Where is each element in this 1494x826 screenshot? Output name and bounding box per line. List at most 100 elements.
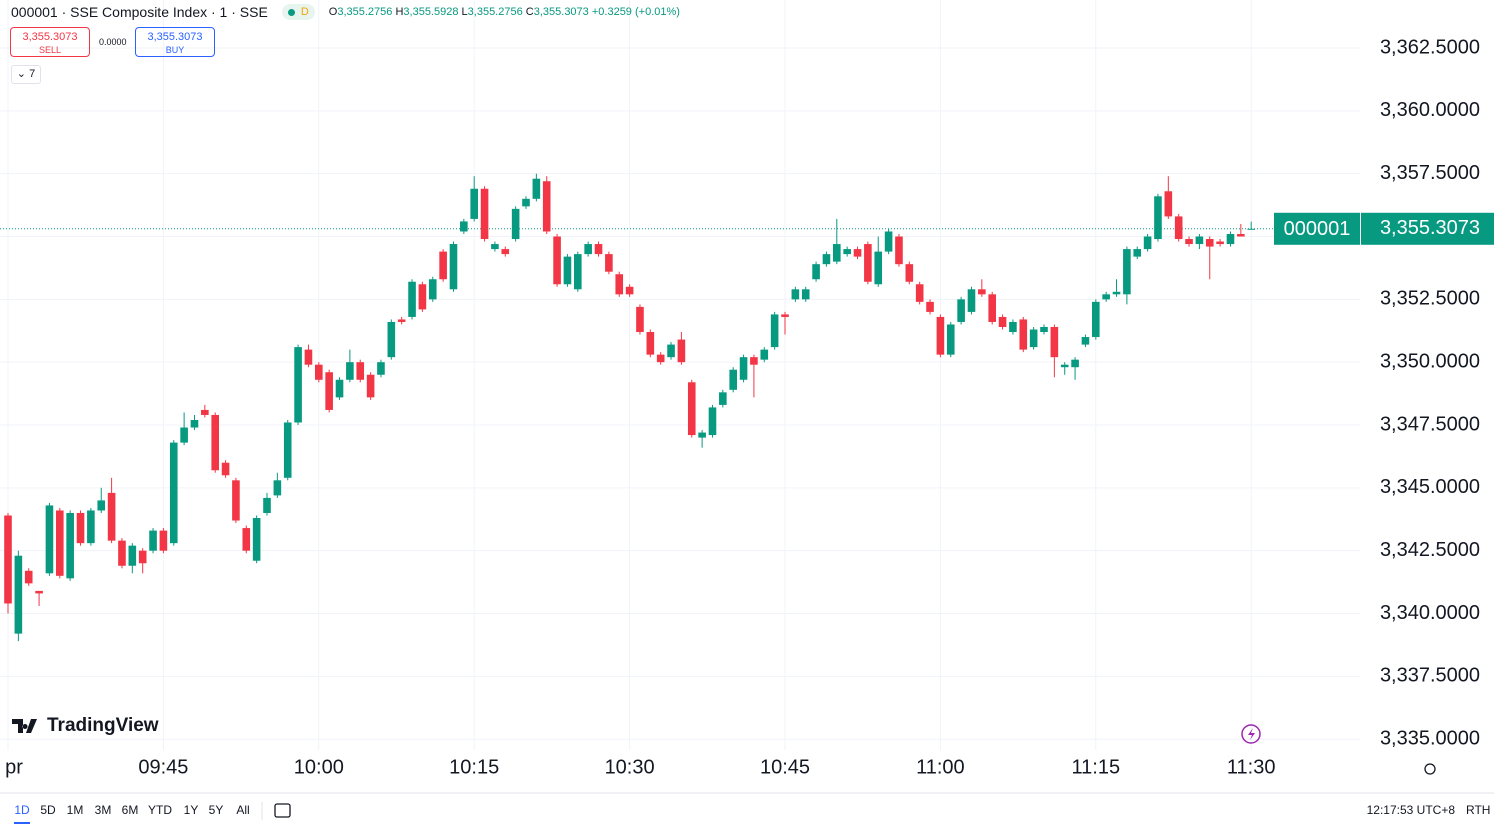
candle-body — [1081, 337, 1090, 345]
candle-body — [1060, 364, 1069, 368]
ohlc-value: 3,355.2756 — [337, 6, 393, 18]
candle-body — [625, 286, 634, 295]
y-tick-label: 3,350.0000 — [1380, 350, 1480, 372]
candle-body — [470, 188, 478, 219]
candle-body — [936, 316, 945, 355]
range-button[interactable]: YTD — [148, 803, 172, 817]
x-tick-label: 10:45 — [760, 756, 810, 778]
candle-body — [698, 432, 706, 438]
candle-body — [45, 505, 54, 574]
candle-body — [532, 178, 541, 199]
range-button[interactable]: 1D — [14, 803, 30, 817]
candle-body — [833, 244, 841, 262]
ohlc-values: O3,355.2756 H3,355.5928 L3,355.2756 C3,3… — [329, 6, 680, 18]
candle-body — [677, 339, 686, 363]
y-tick-label: 3,335.0000 — [1380, 727, 1480, 749]
x-tick-label: 11:15 — [1072, 756, 1121, 778]
candle-body — [377, 362, 385, 375]
candle-body — [418, 284, 427, 310]
x-tick-label: 11:00 — [916, 756, 965, 778]
y-tick-label: 3,357.5000 — [1380, 162, 1480, 184]
candle-body — [1029, 329, 1038, 348]
sell-price: 3,355.3073 — [22, 31, 78, 43]
candle-body — [87, 510, 95, 544]
candle-body — [56, 510, 64, 576]
candle-body — [252, 518, 261, 561]
candle-body — [687, 382, 696, 436]
candle-body — [24, 570, 33, 584]
candle-body — [294, 347, 302, 423]
range-button[interactable]: 6M — [122, 803, 139, 817]
range-button[interactable]: 1M — [67, 803, 84, 817]
candle-body — [35, 590, 43, 594]
candle-body — [180, 427, 188, 443]
indicators-toggle[interactable]: ⌄ 7 — [11, 65, 41, 84]
ohlc-value: 3,355.2756 — [467, 6, 523, 18]
candle-body — [978, 289, 986, 295]
candle-body — [501, 249, 510, 255]
candle-body — [1123, 249, 1131, 295]
candle-body — [1092, 301, 1100, 338]
y-tick-label: 3,360.0000 — [1380, 99, 1480, 121]
range-button[interactable]: All — [236, 803, 249, 817]
range-button[interactable]: 3M — [95, 803, 112, 817]
candle-body — [781, 314, 789, 317]
candle-body — [1019, 319, 1028, 350]
ohlc-key: O — [328, 6, 338, 18]
sell-button[interactable]: 3,355.3073 SELL — [10, 27, 90, 57]
ohlc-value: 3,355.3073 — [533, 6, 589, 18]
sell-label: SELL — [38, 45, 62, 55]
y-tick-label: 3,362.5000 — [1380, 36, 1480, 58]
candle-body — [708, 407, 717, 436]
x-tick-label: 10:15 — [449, 756, 499, 778]
candle-body — [1112, 291, 1121, 295]
candle-body — [335, 379, 344, 398]
buy-button[interactable]: 3,355.3073 BUY — [135, 27, 215, 57]
range-button[interactable]: 5Y — [209, 803, 224, 817]
candle-body — [1071, 359, 1079, 368]
badge: D — [300, 6, 309, 18]
candle-body — [1009, 321, 1017, 333]
candle-body — [315, 364, 323, 380]
candle-body — [760, 349, 769, 360]
candle-body — [812, 264, 820, 280]
ohlc-key: L — [461, 6, 468, 18]
candle-body — [750, 357, 758, 365]
candle-body — [667, 344, 675, 358]
candle-body — [201, 409, 209, 415]
range-button[interactable]: 1Y — [184, 803, 199, 817]
candle-body — [138, 550, 147, 564]
candle-body — [563, 256, 572, 285]
symbol-title[interactable]: 000001 · SSE Composite Index · 1 · SSE — [11, 4, 268, 20]
price-tag — [1361, 212, 1494, 245]
candle-body — [1164, 191, 1173, 217]
candle-body — [449, 244, 458, 290]
candle-body — [542, 181, 551, 232]
candle-body — [273, 480, 282, 496]
candle-body — [480, 188, 489, 240]
y-tick-label: 3,352.5000 — [1380, 288, 1480, 310]
date-range-button[interactable] — [274, 803, 291, 818]
range-button[interactable]: 5D — [40, 803, 56, 817]
candle-body — [719, 392, 727, 405]
candle-body — [905, 264, 914, 282]
candle-body — [439, 251, 447, 280]
alert-bolt — [1248, 728, 1255, 740]
candle-body — [304, 349, 313, 365]
candle-body — [843, 249, 851, 255]
candle-body — [511, 208, 520, 240]
logo-icon — [12, 719, 37, 733]
x-tick-label: 10:00 — [294, 756, 344, 778]
candle-body — [97, 500, 106, 511]
session[interactable]: RTH — [1466, 803, 1490, 817]
buy-label: BUY — [165, 45, 185, 55]
candle-body — [1040, 326, 1048, 333]
candle-body — [822, 254, 831, 265]
candle-body — [574, 254, 582, 290]
candle-body — [553, 236, 561, 285]
market-status[interactable]: D — [281, 4, 315, 20]
y-tick-label: 3,345.0000 — [1380, 476, 1480, 498]
ohlc-key: C — [525, 6, 534, 18]
candle-body — [1050, 326, 1059, 358]
